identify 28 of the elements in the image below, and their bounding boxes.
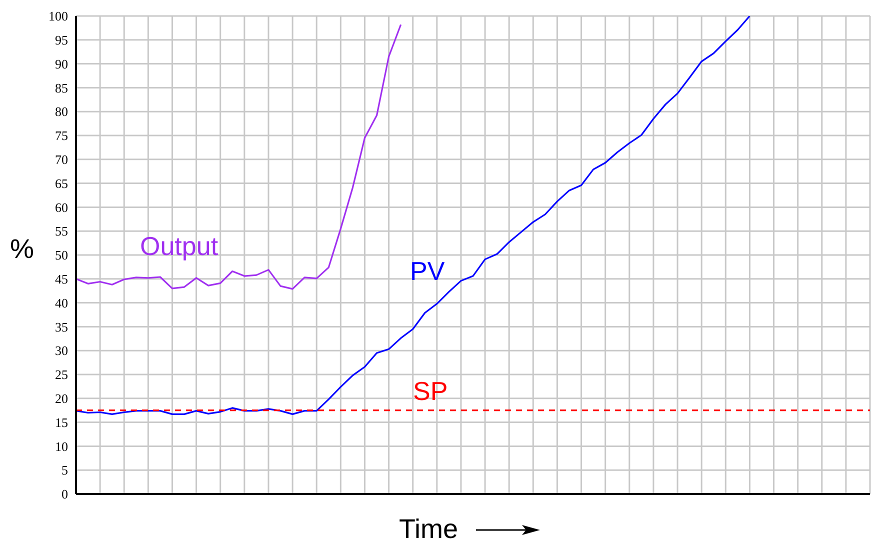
series-label: PV [410,256,445,287]
series-label: SP [413,376,448,407]
line-series [76,16,750,415]
y-tick-label: 45 [55,272,68,287]
y-tick-label: 35 [55,319,68,334]
y-tick-label: 5 [62,462,68,478]
y-tick-label: 85 [55,80,68,96]
y-tick-label: 90 [55,56,68,72]
y-tick-label: 20 [55,391,68,406]
y-tick-label: 60 [55,200,68,215]
y-tick-label: 40 [55,295,68,310]
y-tick-label: 75 [55,128,68,144]
y-tick-label: 65 [55,176,68,191]
y-tick-label: 100 [48,8,68,24]
y-tick-label: 95 [55,32,68,48]
series-label: Output [140,231,218,262]
y-tick-label: 55 [55,224,68,239]
y-axis-title: % [10,234,34,265]
y-tick-label: 10 [55,438,68,454]
y-tick-label: 15 [55,414,68,430]
y-tick-label: 25 [55,367,68,382]
y-tick-label: 50 [55,248,68,263]
y-tick-label: 80 [55,104,68,120]
y-tick-label: 30 [55,343,68,358]
y-tick-label: 0 [62,486,68,502]
y-tick-label: 70 [55,152,68,168]
line-series [76,24,402,290]
x-axis-title: Time [399,514,458,545]
